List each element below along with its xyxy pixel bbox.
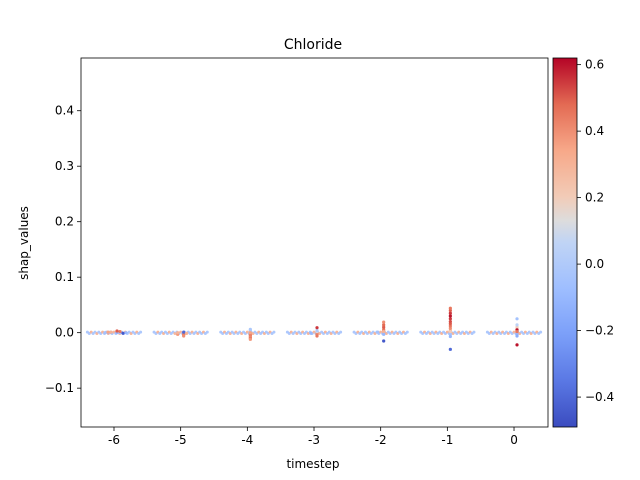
y-axis-label: shap_values — [17, 206, 31, 280]
swarm-point — [448, 326, 452, 330]
swarm-point — [185, 331, 189, 335]
swarm-point — [382, 325, 386, 329]
colorbar-tick-label: −0.2 — [585, 324, 614, 338]
y-axis: −0.1 0.0 0.1 0.2 0.3 0.4 — [45, 104, 81, 395]
swarm-point — [448, 311, 452, 315]
series--2 — [352, 320, 409, 343]
swarm-point — [176, 331, 180, 335]
series--6 — [85, 329, 143, 335]
swarm-point — [448, 329, 452, 334]
swarm-point — [472, 330, 476, 334]
swarm-point — [109, 330, 113, 334]
swarm-point — [382, 339, 386, 343]
swarm-point — [515, 325, 519, 329]
swarm-point — [248, 331, 252, 335]
colorbar-tick-label: −0.4 — [585, 390, 614, 404]
x-axis-label: timestep — [286, 457, 339, 471]
swarm-point — [182, 330, 186, 334]
chart-title: Chloride — [284, 37, 342, 53]
x-axis: -6 -5 -4 -3 -2 -1 0 — [108, 427, 518, 447]
series--4 — [219, 327, 276, 341]
swarm-point — [382, 320, 386, 324]
colorbar-gradient — [552, 57, 578, 428]
x-tick-label: -6 — [108, 433, 120, 447]
colorbar-tick-label: 0.2 — [585, 191, 604, 205]
swarm-point — [315, 334, 319, 338]
colorbar-ticks: −0.4 −0.2 0.0 0.2 0.4 0.6 — [577, 58, 614, 404]
swarm-point — [448, 324, 452, 328]
swarm-point — [248, 327, 252, 331]
series--1 — [419, 306, 476, 351]
x-tick-label: -2 — [375, 433, 387, 447]
swarm-point — [539, 330, 543, 334]
swarm-point — [309, 331, 313, 335]
swarm-point — [515, 317, 519, 321]
swarm-point — [106, 330, 110, 334]
swarm-point — [315, 326, 319, 330]
x-tick-label: -1 — [441, 433, 453, 447]
points-layer — [85, 306, 543, 351]
y-tick-label: 0.0 — [55, 326, 74, 340]
series-0 — [485, 317, 543, 347]
colorbar-tick-label: 0.4 — [585, 124, 604, 138]
swarm-point — [205, 330, 209, 334]
swarm-point — [139, 330, 143, 334]
y-tick-label: 0.1 — [55, 270, 74, 284]
x-tick-label: 0 — [510, 433, 518, 447]
colorbar: −0.4 −0.2 0.0 0.2 0.4 0.6 — [552, 57, 614, 428]
swarm-point — [515, 334, 519, 338]
swarm-point — [448, 332, 452, 336]
swarm-point — [448, 317, 452, 321]
plot-area — [80, 57, 549, 428]
y-tick-label: 0.2 — [55, 215, 74, 229]
y-tick-label: 0.4 — [55, 104, 74, 118]
swarm-point — [448, 308, 452, 313]
y-tick-label: 0.3 — [55, 159, 74, 173]
x-tick-label: -3 — [308, 433, 320, 447]
colorbar-tick-label: 0.6 — [585, 58, 604, 72]
series--3 — [285, 326, 343, 338]
swarm-point — [115, 329, 119, 333]
swarm-point — [382, 329, 386, 334]
x-tick-label: -5 — [175, 433, 187, 447]
swarm-point — [448, 347, 452, 351]
x-tick-label: -4 — [241, 433, 253, 447]
swarm-point — [405, 330, 409, 334]
swarm-point — [448, 306, 452, 310]
swarm-point — [248, 337, 252, 341]
plot-background — [81, 58, 548, 427]
swarm-point — [448, 322, 452, 326]
swarm-point — [382, 332, 386, 336]
swarm-point — [448, 314, 452, 318]
swarm-point — [272, 330, 276, 334]
swarm-point — [124, 331, 128, 335]
swarm-point — [118, 329, 122, 334]
swarm-point — [515, 343, 519, 347]
swarm-point — [515, 329, 519, 334]
series--5 — [152, 330, 209, 338]
swarm-point — [382, 327, 386, 331]
swarm-point — [315, 328, 319, 333]
swarm-point — [448, 319, 452, 324]
swarm-point — [448, 334, 452, 339]
y-tick-label: −0.1 — [45, 381, 74, 395]
colorbar-tick-label: 0.0 — [585, 257, 604, 271]
swarm-point — [515, 323, 519, 327]
plot-frame — [80, 57, 549, 428]
swarm-point — [339, 330, 343, 334]
swarm-point — [121, 331, 125, 335]
swarm-point — [182, 334, 186, 338]
swarm-point — [103, 331, 107, 335]
swarm-point — [376, 330, 380, 334]
swarm-point — [382, 323, 386, 327]
